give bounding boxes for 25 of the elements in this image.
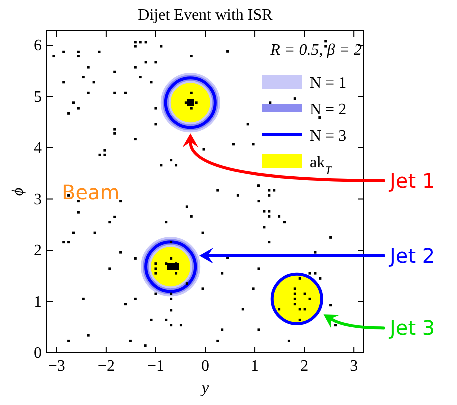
x-tick-label: −2 (98, 358, 115, 375)
legend-label: N = 2 (310, 102, 347, 118)
y-axis-title: ϕ (10, 188, 27, 196)
y-tick-label: 3 (34, 191, 42, 208)
y-tick-label: 2 (34, 242, 42, 260)
annotation: Beam (62, 180, 120, 204)
x-tick-label: 0 (202, 358, 210, 375)
x-tick-label: 3 (350, 358, 358, 375)
x-tick-label: −3 (48, 358, 66, 375)
text: Jet 2 (388, 244, 436, 268)
chart-title: Dijet Event with ISR (138, 7, 274, 24)
legend-label: ak$_{T}$ (310, 154, 334, 178)
y-tick-label: 4 (34, 140, 42, 157)
legend-label: N = 1 (310, 75, 347, 92)
text: Jet 1 (388, 168, 436, 193)
y-tick-label: 5 (34, 88, 42, 106)
y-tick-label: 1 (34, 294, 42, 311)
x-axis-title: y (200, 380, 210, 397)
y-tick-label: 6 (34, 38, 42, 55)
x-tick-label: 2 (300, 358, 309, 375)
y-tick-label: 0 (34, 345, 42, 362)
text: Jet 3 (388, 316, 436, 340)
x-tick-label: −1 (147, 358, 164, 375)
legend-label: N = 3 (310, 128, 347, 145)
x-tick-label: 1 (251, 358, 260, 375)
